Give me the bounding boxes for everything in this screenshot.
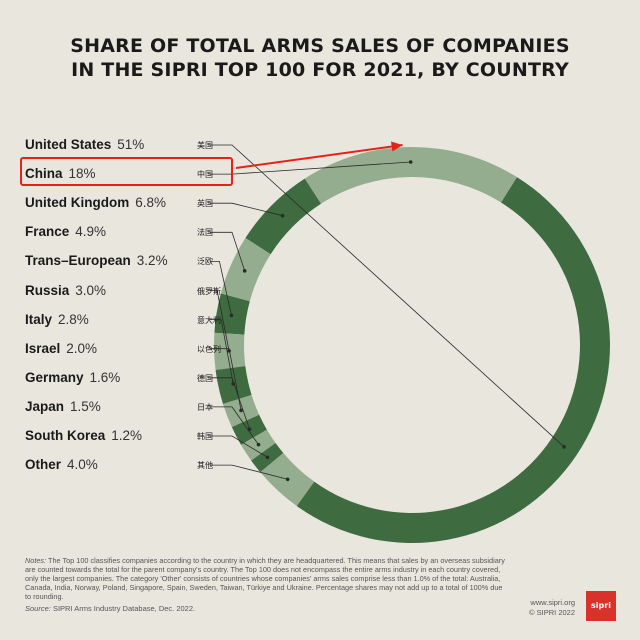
legend-country: United States [25, 137, 112, 152]
legend-row: Japan 1.5% [25, 399, 101, 414]
legend-share: 1.6% [89, 369, 121, 385]
arrow-shaft [235, 144, 403, 169]
leader-line [210, 144, 565, 448]
legend-share: 3.2% [136, 253, 168, 269]
legend-row: United Kingdom 6.8% [25, 195, 166, 210]
legend-row: South Korea 1.2% [25, 428, 142, 443]
legend-share: 18% [68, 166, 96, 182]
china-highlight-box [20, 157, 233, 186]
credit-url[interactable]: www.sipri.org [530, 598, 575, 607]
legend-country: Japan [25, 398, 65, 414]
legend-country: United Kingdom [25, 195, 130, 211]
legend-row: Russia 3.0% [25, 283, 106, 298]
chart-title-line-2: IN THE SIPRI TOP 100 FOR 2021, BY COUNTR… [71, 59, 569, 81]
legend-country: France [25, 224, 70, 240]
legend-country: South Korea [25, 428, 106, 443]
leader-line [210, 348, 242, 411]
legend-label-zh: 中国 [197, 170, 213, 180]
highlight-arrow [235, 141, 403, 169]
chart-title-line-1: SHARE OF TOTAL ARMS SALES OF COMPANIES [70, 35, 570, 57]
legend-row: Israel 2.0% [25, 341, 97, 356]
legend-label-zh: 美国 [197, 141, 213, 150]
leader-dot [285, 477, 290, 482]
source: Source: SIPRI Arms Industry Database, De… [25, 604, 195, 613]
leader-line [210, 260, 232, 316]
leader-line [210, 406, 259, 445]
legend-share: 3.0% [75, 282, 107, 298]
legend-label-zh: 英国 [197, 199, 213, 209]
donut-slices [214, 146, 610, 543]
leader-dot [280, 213, 285, 218]
legend-country: China [25, 166, 63, 182]
legend-label-zh: 俄罗斯 [197, 286, 221, 296]
leader-dot [229, 313, 234, 318]
donut-slice [304, 146, 517, 204]
legend-row: Italy 2.8% [25, 312, 89, 327]
legend-label-zh: 德国 [197, 373, 213, 383]
source-text: SIPRI Arms Industry Database, Dec. 2022. [52, 604, 196, 613]
chart-title: SHARE OF TOTAL ARMS SALES OF COMPANIES I… [0, 34, 640, 82]
legend-label-zh: 意大利 [197, 315, 221, 325]
legend-share: 4.0% [67, 457, 98, 473]
legend-share: 2.8% [58, 311, 89, 327]
source-label: Source: [25, 604, 51, 613]
credit-copyright: © SIPRI 2022 [529, 608, 575, 617]
leader-lines [210, 144, 566, 482]
legend-row: Other 4.0% [25, 457, 98, 472]
legend-share: 2.0% [66, 340, 98, 356]
legend-country: Russia [25, 282, 70, 298]
legend-label-zh: 其他 [197, 461, 213, 471]
legend-row: Trans–European 3.2% [25, 253, 168, 268]
leader-dot [242, 269, 247, 273]
leader-line [210, 435, 268, 458]
donut-slice [296, 177, 610, 543]
legend-share: 1.2% [111, 428, 143, 443]
leader-line [210, 202, 283, 217]
legend-share: 1.5% [70, 398, 101, 414]
legend-label-zh: 日本 [197, 402, 213, 412]
sipri-logo: sipri [586, 591, 616, 621]
legend-country: Germany [25, 369, 84, 385]
leader-dot [256, 442, 261, 447]
credit: www.sipri.org © SIPRI 2022 [505, 598, 575, 618]
legend-country: Other [25, 457, 62, 473]
legend-share: 4.9% [75, 224, 107, 240]
legend-country: Israel [25, 340, 61, 356]
notes-label: Notes: [25, 556, 47, 565]
legend-country: Italy [25, 311, 53, 327]
notes-text: The Top 100 classifies companies accordi… [25, 556, 505, 601]
notes: Notes: The Top 100 classifies companies … [25, 556, 505, 601]
legend-country: Trans–European [25, 253, 131, 269]
legend-label-zh: 法国 [197, 228, 213, 238]
legend-row: France 4.9% [25, 224, 106, 239]
leader-line [210, 377, 250, 430]
leader-dot [239, 408, 243, 413]
arrow-head [391, 141, 403, 152]
legend-label-zh: 韩国 [197, 432, 213, 441]
leader-line [210, 319, 234, 384]
legend-share: 51% [117, 137, 145, 152]
leader-dot [265, 455, 270, 460]
legend-share: 6.8% [135, 195, 167, 211]
leader-dot [408, 160, 413, 164]
leader-dot [562, 445, 566, 449]
legend-row: United States 51% [25, 137, 144, 152]
leader-line [210, 464, 288, 480]
legend-label-zh: 泛欧 [197, 257, 213, 267]
legend-label-zh: 以色列 [197, 344, 221, 354]
legend-row: China 18% [25, 166, 96, 181]
leader-line [210, 290, 230, 351]
legend-row: Germany 1.6% [25, 370, 120, 385]
leader-line [210, 231, 246, 271]
